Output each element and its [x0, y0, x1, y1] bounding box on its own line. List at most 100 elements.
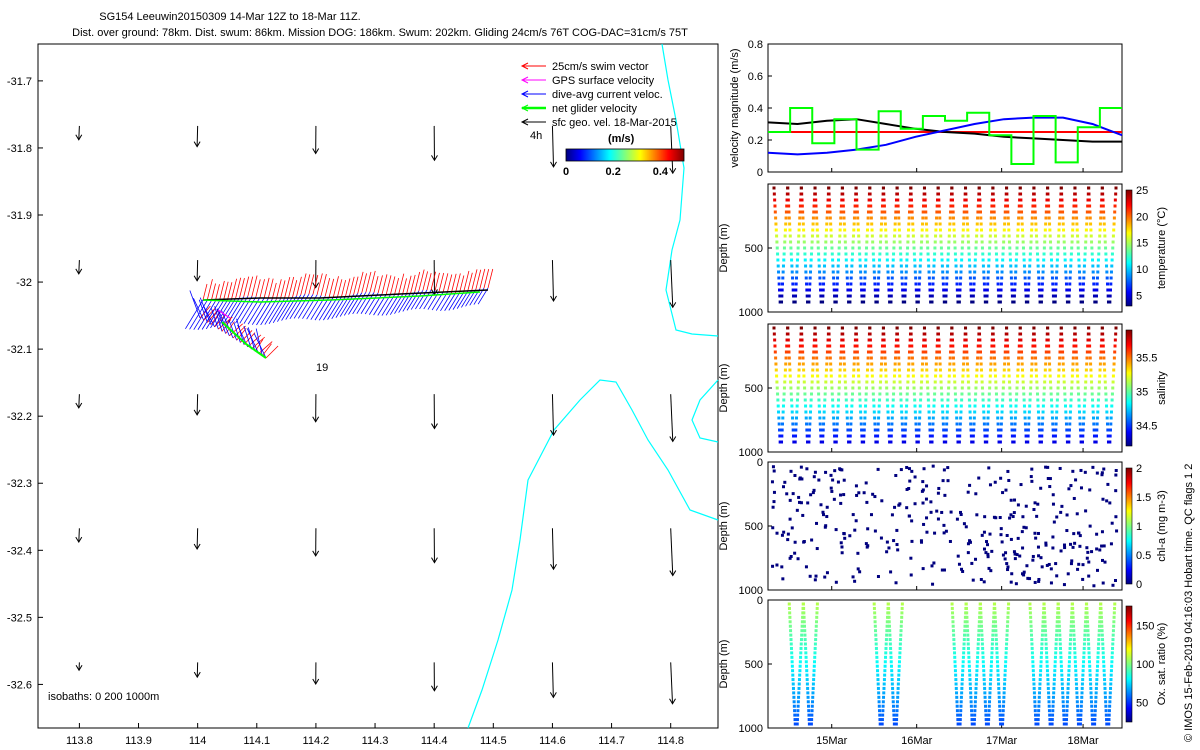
profile-point: [810, 380, 814, 384]
profile-point: [915, 294, 919, 298]
profile-point: [1016, 234, 1020, 238]
profile-point: [793, 300, 797, 304]
profile-point: [972, 422, 976, 426]
oxy-point: [1075, 691, 1079, 695]
chla-point: [1024, 526, 1028, 530]
y-tick-label: 0.2: [748, 135, 763, 147]
oxy-point: [1072, 629, 1076, 633]
profile-point: [816, 374, 820, 378]
profile-point: [1110, 398, 1114, 402]
profile-point: [877, 276, 881, 280]
profile-point: [880, 216, 884, 220]
profile-point: [887, 428, 891, 432]
profile-point: [841, 204, 845, 208]
profile-point: [1101, 204, 1105, 208]
profile-point: [962, 356, 966, 360]
profile-point: [1078, 276, 1082, 280]
profile-point: [896, 344, 900, 348]
profile-point: [976, 344, 980, 348]
chla-point: [838, 467, 842, 471]
profile-point: [896, 210, 900, 214]
chla-point: [1100, 530, 1104, 534]
swim-vector: [369, 270, 376, 293]
oxy-point: [890, 682, 894, 686]
profile-point: [870, 368, 874, 372]
profile-point: [950, 186, 954, 190]
oxy-point: [878, 718, 882, 722]
oxy-point: [796, 700, 800, 704]
profile-point: [1104, 246, 1108, 250]
profile-point: [783, 234, 787, 238]
oxy-point: [897, 669, 901, 673]
oxy-point: [1045, 669, 1049, 673]
profile-point: [954, 398, 958, 402]
profile-point: [901, 434, 905, 438]
profile-point: [875, 300, 879, 304]
oxy-point: [1110, 655, 1114, 659]
profile-point: [1089, 222, 1093, 226]
profile-point: [961, 368, 965, 372]
profile-point: [880, 350, 884, 354]
profile-point: [890, 288, 894, 292]
oxy-point: [874, 629, 878, 633]
profile-point: [885, 398, 889, 402]
oxy-point: [987, 718, 991, 722]
y-tick-label: 0.6: [748, 71, 763, 83]
oxy-point: [882, 686, 886, 690]
colorbar-tick-label: 34.5: [1136, 421, 1157, 433]
y-tick-label: 1000: [739, 307, 763, 319]
profile-point: [973, 398, 977, 402]
profile-point: [841, 344, 845, 348]
oxy-point: [876, 673, 880, 677]
current-vector: [339, 294, 354, 317]
oxy-point: [993, 606, 997, 610]
profile-point: [925, 234, 929, 238]
profile-point: [932, 398, 936, 402]
profile-point: [1024, 294, 1028, 298]
colorbar-label: Ox. sat. ratio (%): [1156, 623, 1168, 706]
chla-point: [1016, 503, 1020, 507]
map-y-tick-label: -31.9: [7, 210, 32, 222]
profile-point: [1099, 356, 1103, 360]
profile-point: [877, 404, 881, 408]
profile-point: [790, 404, 794, 408]
profile-point: [1054, 428, 1058, 432]
profile-point: [930, 300, 934, 304]
profile-point: [905, 258, 909, 262]
oxy-point: [895, 704, 899, 708]
oxy-point: [1085, 615, 1089, 619]
profile-point: [999, 434, 1003, 438]
geo-vector-head: [669, 436, 677, 443]
chla-point: [1110, 521, 1114, 525]
oxy-point: [1065, 718, 1069, 722]
profile-point: [1083, 398, 1087, 402]
velocity-series-line: [767, 118, 1122, 143]
profile-point: [903, 294, 907, 298]
oxy-point: [793, 709, 797, 713]
chla-point: [833, 469, 837, 473]
profile-point: [802, 368, 806, 372]
oxy-point: [981, 660, 985, 664]
oxy-point: [974, 682, 978, 686]
oxy-point: [873, 620, 877, 624]
oxy-point: [970, 713, 974, 717]
profile-point: [797, 234, 801, 238]
colorbar-tick-label: 0.4: [653, 166, 669, 178]
profile-point: [1090, 240, 1094, 244]
geo-vector-head: [75, 665, 83, 672]
profile-point: [995, 410, 999, 414]
profile-point: [1054, 416, 1058, 420]
profile-point: [967, 386, 971, 390]
oxy-point: [995, 646, 999, 650]
oxy-point: [997, 700, 1001, 704]
profile-point: [993, 368, 997, 372]
profile-point: [969, 434, 973, 438]
oxy-point: [987, 709, 991, 713]
chla-point: [929, 510, 933, 514]
oxy-point: [884, 638, 888, 642]
profile-point: [1108, 428, 1112, 432]
oxy-point: [1094, 686, 1098, 690]
oxy-point: [973, 713, 977, 717]
